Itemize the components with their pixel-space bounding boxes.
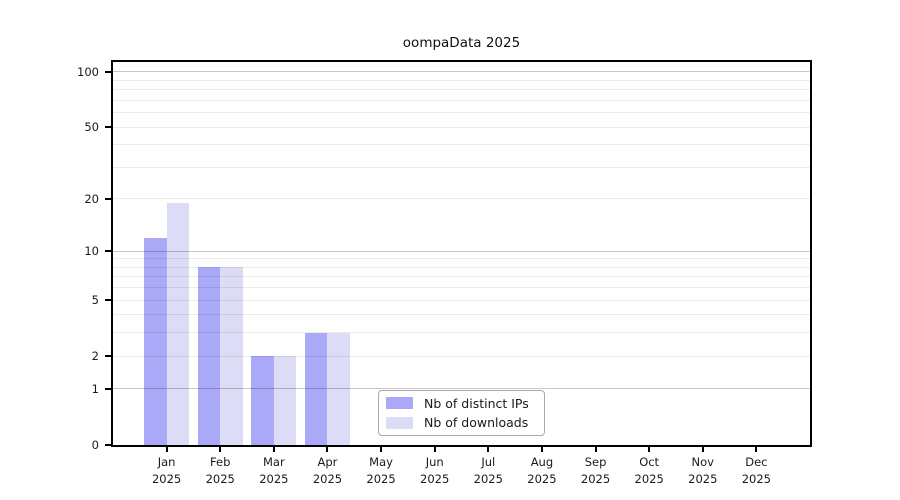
bar-nb-of-distinct-ips-feb xyxy=(197,267,221,445)
gridline-minor xyxy=(113,287,810,289)
y-axis-tick xyxy=(105,444,112,446)
gridline-minor xyxy=(113,89,810,91)
x-axis-tick-label: Jun 2025 xyxy=(420,455,450,486)
gridline-minor xyxy=(113,266,810,268)
gridline-minor xyxy=(113,198,810,200)
x-axis-tick-label: Mar 2025 xyxy=(259,455,289,486)
x-axis-tick xyxy=(540,445,543,452)
chart-title: oompaData 2025 xyxy=(402,35,521,51)
y-axis-tick-label: 2 xyxy=(91,349,99,364)
x-axis-tick xyxy=(648,445,651,452)
legend-swatch-distinct-ips xyxy=(386,397,413,410)
x-axis-tick xyxy=(219,445,222,452)
spine-top xyxy=(112,60,811,62)
gridline-minor xyxy=(113,276,810,278)
y-axis-tick xyxy=(105,355,112,358)
bar-nb-of-distinct-ips-mar xyxy=(251,356,274,445)
x-axis-tick-label: Apr 2025 xyxy=(312,455,343,486)
y-axis-tick xyxy=(105,197,112,200)
x-axis-tick-label: Jan 2025 xyxy=(151,455,182,486)
x-axis-tick-label: Oct 2025 xyxy=(634,455,664,486)
x-axis-tick xyxy=(487,445,490,452)
spine-left xyxy=(111,60,113,447)
x-axis-tick-label: Sep 2025 xyxy=(580,455,611,486)
legend-item-distinct-ips: Nb of distinct IPs xyxy=(379,396,544,411)
y-axis-tick xyxy=(105,299,112,302)
y-axis-tick-label: 5 xyxy=(91,293,99,308)
gridline-major xyxy=(113,250,810,252)
y-axis-tick-label: 1 xyxy=(91,381,99,396)
gridline-major xyxy=(113,388,810,390)
bar-nb-of-distinct-ips-apr xyxy=(304,332,328,445)
gridline-minor xyxy=(113,166,810,168)
gridline-minor xyxy=(113,299,810,301)
legend-label-distinct-ips: Nb of distinct IPs xyxy=(424,395,529,411)
gridline-minor xyxy=(113,314,810,316)
spine-right xyxy=(810,60,812,447)
x-axis-tick xyxy=(433,445,436,452)
y-axis-tick xyxy=(105,70,112,73)
y-axis-tick-label: 0 xyxy=(91,438,99,452)
bar-nb-of-downloads-feb xyxy=(220,267,243,445)
gridline-major xyxy=(113,71,810,73)
x-axis-tick-label: Feb 2025 xyxy=(205,455,235,486)
gridline-minor xyxy=(113,144,810,146)
y-axis-tick xyxy=(105,126,112,129)
gridline-minor xyxy=(113,79,810,81)
legend-item-downloads: Nb of downloads xyxy=(379,415,544,430)
gridline-minor xyxy=(113,99,810,101)
gridline-minor xyxy=(113,112,810,114)
x-axis-tick-label: May 2025 xyxy=(366,455,396,486)
y-axis-tick-label: 100 xyxy=(77,64,99,79)
bar-nb-of-distinct-ips-jan xyxy=(144,237,167,445)
bar-nb-of-downloads-apr xyxy=(327,332,350,445)
x-axis-tick xyxy=(272,445,275,452)
bar-nb-of-downloads-jan xyxy=(166,202,190,445)
gridline-minor xyxy=(113,355,810,357)
gridline-minor xyxy=(113,258,810,260)
x-axis-tick xyxy=(165,445,168,452)
x-axis-tick xyxy=(326,445,329,452)
x-axis-tick xyxy=(380,445,383,452)
x-axis-tick-label: Dec 2025 xyxy=(741,455,772,486)
plot-area: 0 1 2 5 10 20 50 100 Jan 2025 Feb 2025 Mar 2025 Apr… xyxy=(77,60,812,486)
x-axis-tick xyxy=(755,445,758,452)
bar-nb-of-downloads-mar xyxy=(273,356,297,445)
x-axis-tick-label: Aug 2025 xyxy=(527,455,557,486)
x-axis-tick xyxy=(701,445,704,452)
y-axis-tick-label: 10 xyxy=(84,244,99,259)
y-axis-tick-label: 20 xyxy=(84,191,99,206)
legend-label-downloads: Nb of downloads xyxy=(424,415,529,431)
y-axis-tick xyxy=(105,250,112,253)
x-axis-tick xyxy=(594,445,597,452)
x-axis-tick-label: Jul 2025 xyxy=(473,455,503,486)
y-axis-tick xyxy=(105,387,112,390)
spine-bottom xyxy=(112,445,811,447)
legend-swatch-downloads xyxy=(386,416,413,429)
gridline-minor xyxy=(113,332,810,334)
x-axis-tick-label: Nov 2025 xyxy=(688,455,718,486)
y-axis-tick-label: 50 xyxy=(84,120,99,135)
gridline-minor xyxy=(113,126,810,128)
legend: Nb of distinct IPs Nb of downloads xyxy=(378,390,545,436)
